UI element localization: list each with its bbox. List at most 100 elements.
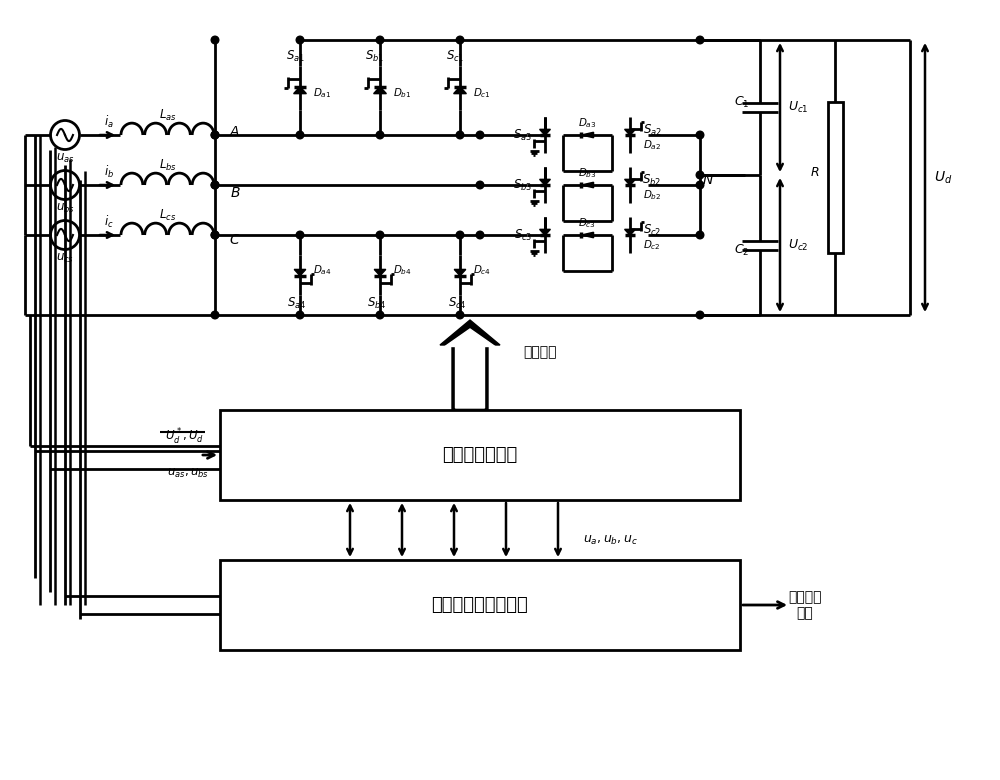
Text: $N$: $N$ <box>702 173 714 187</box>
Circle shape <box>376 311 384 319</box>
Text: $D_{c4}$: $D_{c4}$ <box>473 263 491 277</box>
Circle shape <box>696 311 704 319</box>
Text: $S_{b4}$: $S_{b4}$ <box>367 296 387 310</box>
Polygon shape <box>581 183 594 188</box>
Circle shape <box>296 36 304 44</box>
Polygon shape <box>445 329 495 408</box>
Circle shape <box>456 231 464 239</box>
Circle shape <box>211 181 219 189</box>
Text: $S_{c3}$: $S_{c3}$ <box>514 228 532 243</box>
Text: 故障检测与定位系统: 故障检测与定位系统 <box>432 596 528 614</box>
Polygon shape <box>625 229 635 236</box>
Polygon shape <box>581 133 594 138</box>
Circle shape <box>211 311 219 319</box>
Text: 故障诊断: 故障诊断 <box>788 590 822 604</box>
Polygon shape <box>374 87 386 94</box>
Text: $S_{c2}$: $S_{c2}$ <box>643 222 661 238</box>
Circle shape <box>211 36 219 44</box>
Circle shape <box>376 36 384 44</box>
Polygon shape <box>540 129 550 135</box>
Polygon shape <box>625 129 635 135</box>
Circle shape <box>456 131 464 139</box>
Circle shape <box>211 131 219 139</box>
Text: $u_{as}$: $u_{as}$ <box>56 151 74 165</box>
Text: $U_d$: $U_d$ <box>934 169 952 186</box>
Text: $D_{c2}$: $D_{c2}$ <box>643 238 661 252</box>
Circle shape <box>696 181 704 189</box>
Circle shape <box>476 131 484 139</box>
Bar <box>220 410 740 500</box>
Text: $S_{a4}$: $S_{a4}$ <box>287 296 307 310</box>
Text: $S_{b1}$: $S_{b1}$ <box>365 49 385 64</box>
Text: $u_{bs}$: $u_{bs}$ <box>56 201 74 215</box>
Circle shape <box>476 231 484 239</box>
Text: $L_{cs}$: $L_{cs}$ <box>159 207 176 222</box>
Text: $C$: $C$ <box>229 233 241 247</box>
Text: 整流器控制系统: 整流器控制系统 <box>442 446 518 464</box>
Text: $i_c$: $i_c$ <box>104 214 114 230</box>
Text: $S_{c1}$: $S_{c1}$ <box>446 49 464 64</box>
Circle shape <box>456 36 464 44</box>
Text: $B$: $B$ <box>230 186 240 200</box>
Text: 驱动信号: 驱动信号 <box>523 346 557 360</box>
Text: 结果: 结果 <box>797 606 813 620</box>
Text: $U_d^*,U_d$: $U_d^*,U_d$ <box>165 427 205 447</box>
Text: $L_{as}$: $L_{as}$ <box>159 108 176 122</box>
Text: $A$: $A$ <box>229 125 241 139</box>
Text: $D_{b4}$: $D_{b4}$ <box>393 263 411 277</box>
Circle shape <box>456 311 464 319</box>
Text: $S_{a2}$: $S_{a2}$ <box>643 122 661 137</box>
Text: $D_{c3}$: $D_{c3}$ <box>578 216 597 230</box>
Bar <box>828 102 842 254</box>
Circle shape <box>476 181 484 189</box>
Text: $i_a$: $i_a$ <box>104 114 114 130</box>
Circle shape <box>211 231 219 239</box>
Text: $D_{b2}$: $D_{b2}$ <box>643 188 661 202</box>
Circle shape <box>296 231 304 239</box>
Text: $R$: $R$ <box>810 166 820 179</box>
Text: $S_{a3}$: $S_{a3}$ <box>513 127 533 143</box>
Text: $C_2$: $C_2$ <box>734 243 750 257</box>
Polygon shape <box>540 229 550 236</box>
Circle shape <box>296 311 304 319</box>
Polygon shape <box>294 269 306 276</box>
Text: $u_{cs}$: $u_{cs}$ <box>56 251 74 264</box>
Text: $S_{b3}$: $S_{b3}$ <box>513 178 533 193</box>
Text: $L_{bs}$: $L_{bs}$ <box>159 158 176 172</box>
Text: $u_a,u_b,u_c$: $u_a,u_b,u_c$ <box>583 534 637 547</box>
Polygon shape <box>374 269 386 276</box>
Circle shape <box>211 131 219 139</box>
Text: $D_{a1}$: $D_{a1}$ <box>313 87 331 101</box>
Polygon shape <box>581 232 594 238</box>
Circle shape <box>376 131 384 139</box>
Polygon shape <box>454 87 466 94</box>
Circle shape <box>296 131 304 139</box>
Circle shape <box>696 36 704 44</box>
Text: $D_{a4}$: $D_{a4}$ <box>313 263 331 277</box>
Text: $U_{c1}$: $U_{c1}$ <box>788 100 808 115</box>
Polygon shape <box>625 179 635 186</box>
Text: $C_1$: $C_1$ <box>734 95 750 110</box>
Text: $S_{a1}$: $S_{a1}$ <box>286 49 304 64</box>
Circle shape <box>376 231 384 239</box>
Polygon shape <box>440 320 500 410</box>
Circle shape <box>696 231 704 239</box>
Text: $D_{a2}$: $D_{a2}$ <box>643 138 661 152</box>
Circle shape <box>211 231 219 239</box>
Polygon shape <box>454 269 466 276</box>
Text: $U_{c2}$: $U_{c2}$ <box>788 237 808 253</box>
Polygon shape <box>540 179 550 186</box>
Circle shape <box>696 131 704 139</box>
Circle shape <box>696 171 704 179</box>
Text: $S_{c4}$: $S_{c4}$ <box>448 296 466 310</box>
Polygon shape <box>294 87 306 94</box>
Text: $u_{as},u_{bs}$: $u_{as},u_{bs}$ <box>167 466 209 480</box>
Text: $D_{a3}$: $D_{a3}$ <box>578 116 597 130</box>
Text: $S_{b2}$: $S_{b2}$ <box>642 172 662 187</box>
Bar <box>220 560 740 650</box>
Text: $D_{c1}$: $D_{c1}$ <box>473 87 491 101</box>
Circle shape <box>211 181 219 189</box>
Text: $D_{b1}$: $D_{b1}$ <box>393 87 411 101</box>
Text: $D_{b3}$: $D_{b3}$ <box>578 166 597 180</box>
Text: $i_b$: $i_b$ <box>104 164 114 180</box>
